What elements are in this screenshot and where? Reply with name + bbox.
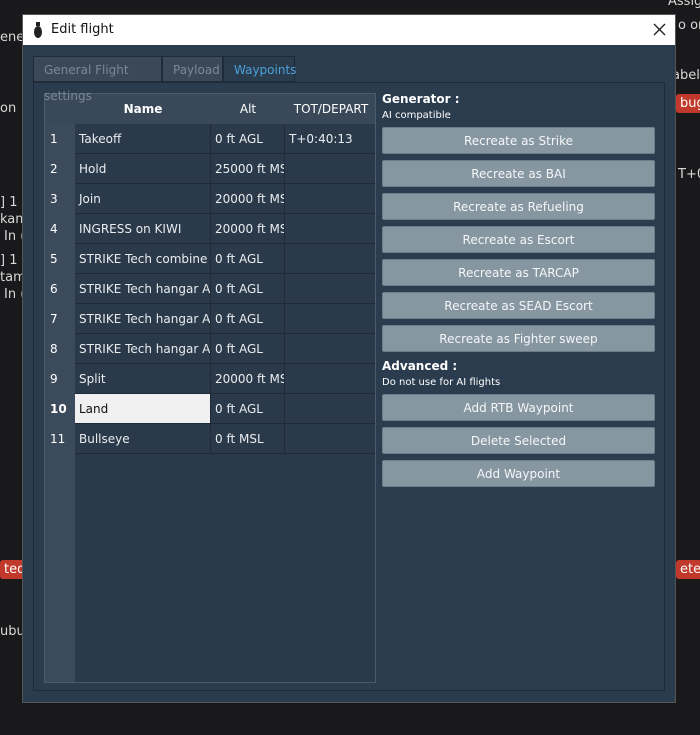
cell-alt[interactable]: 0 ft AGL (211, 244, 285, 274)
row-header-column (45, 94, 75, 682)
cell-alt[interactable]: 0 ft MSL (211, 424, 285, 454)
section-note: AI compatible (382, 110, 451, 121)
cell-alt[interactable]: 0 ft AGL (211, 274, 285, 304)
cell-alt[interactable]: 0 ft AGL (211, 394, 285, 424)
cell-name[interactable]: Bullseye (75, 424, 211, 454)
row-number: 9 (50, 372, 58, 386)
button[interactable]: Recreate as Fighter sweep (382, 325, 655, 352)
button[interactable]: Recreate as BAI (382, 160, 655, 187)
section-note: Do not use for AI flights (382, 377, 501, 388)
cell-tot[interactable] (285, 184, 375, 214)
row-number: 1 (50, 132, 58, 146)
row-number: 6 (50, 282, 58, 296)
cell-name[interactable]: STRIKE Tech hangar A #1 (75, 274, 211, 304)
background-text: Assig (668, 0, 700, 9)
background-text: ene (0, 30, 25, 45)
header-background (45, 94, 375, 124)
cell-name[interactable]: Land (75, 394, 211, 424)
button[interactable]: Add RTB Waypoint (382, 394, 655, 421)
title-bar: Edit flight (23, 15, 675, 45)
row-number: 3 (50, 192, 58, 206)
button[interactable]: Add Waypoint (382, 460, 655, 487)
background-text: In ( (4, 287, 26, 302)
section-title: Generator : (382, 92, 460, 106)
background-text: ubu (0, 624, 25, 639)
close-button[interactable] (653, 23, 666, 36)
background-text: ete pa (676, 560, 700, 579)
edit-flight-dialog: Edit flight Name Alt TOT/DEPART 1 Takeoff 0 f… (22, 14, 676, 703)
dialog-title: Edit flight (51, 22, 114, 37)
cell-name[interactable]: STRIKE Tech hangar A #3 (75, 334, 211, 364)
button[interactable]: Recreate as TARCAP (382, 259, 655, 286)
button[interactable]: Recreate as Refueling (382, 193, 655, 220)
cell-name[interactable]: Takeoff (75, 124, 211, 154)
cell-name[interactable]: Join (75, 184, 211, 214)
row-number: 7 (50, 312, 58, 326)
tab[interactable]: Waypoints (223, 56, 296, 82)
background-text: on (0, 101, 17, 116)
cell-alt[interactable]: 20000 ft MSL (211, 364, 285, 394)
row-number: 10 (50, 402, 67, 416)
button[interactable]: Recreate as SEAD Escort (382, 292, 655, 319)
row-number: 11 (50, 432, 66, 446)
row-number: 4 (50, 222, 58, 236)
cell-name[interactable]: Hold (75, 154, 211, 184)
cell-tot[interactable] (285, 214, 375, 244)
button[interactable]: Recreate as Escort (382, 226, 655, 253)
cell-tot[interactable] (285, 364, 375, 394)
column-header: TOT/DEPART (293, 102, 369, 116)
tab[interactable]: Payload (162, 56, 223, 82)
background-text: ] 1 x (0, 253, 30, 268)
cell-alt[interactable]: 20000 ft MSL (211, 184, 285, 214)
column-header: Name (123, 102, 163, 116)
background-text: In ( (4, 229, 26, 244)
cell-alt[interactable]: 25000 ft MSL (211, 154, 285, 184)
button[interactable]: Delete Selected (382, 427, 655, 454)
cell-alt[interactable]: 0 ft AGL (211, 304, 285, 334)
row-number: 5 (50, 252, 58, 266)
column-header: Alt (239, 102, 257, 116)
background-text: T+00 (678, 167, 700, 182)
button[interactable]: Recreate as Strike (382, 127, 655, 154)
cell-tot[interactable] (285, 424, 375, 454)
row-number: 8 (50, 342, 58, 356)
waypoint-table: Name Alt TOT/DEPART 1 Takeoff 0 ft AGL T+0:40:… (44, 93, 376, 683)
section-title: Advanced : (382, 359, 458, 373)
tab-panel: Name Alt TOT/DEPART 1 Takeoff 0 ft AGL T+0:40:… (33, 82, 665, 691)
tab[interactable]: General Flight settings (33, 56, 162, 103)
cell-name[interactable]: STRIKE Tech hangar A #2 (75, 304, 211, 334)
cell-tot[interactable] (285, 394, 375, 424)
cell-alt[interactable]: 20000 ft MSL (211, 214, 285, 244)
background-text: ] 1 x (0, 195, 30, 210)
cell-tot[interactable] (285, 154, 375, 184)
background-text: o on (678, 18, 700, 33)
row-number: 2 (50, 162, 58, 176)
cell-tot[interactable] (285, 244, 375, 274)
cell-tot[interactable] (285, 304, 375, 334)
background-text: abels (672, 68, 700, 83)
cell-alt[interactable]: 0 ft AGL (211, 124, 285, 154)
cell-tot[interactable] (285, 334, 375, 364)
cell-alt[interactable]: 0 ft AGL (211, 334, 285, 364)
cell-tot[interactable] (285, 274, 375, 304)
cell-name[interactable]: STRIKE Tech combine #0 (75, 244, 211, 274)
cell-tot[interactable]: T+0:40:13 (285, 124, 375, 154)
cell-name[interactable]: Split (75, 364, 211, 394)
background-text: bug (676, 94, 700, 113)
cell-name[interactable]: INGRESS on KIWI (75, 214, 211, 244)
bomb-icon (34, 22, 42, 38)
